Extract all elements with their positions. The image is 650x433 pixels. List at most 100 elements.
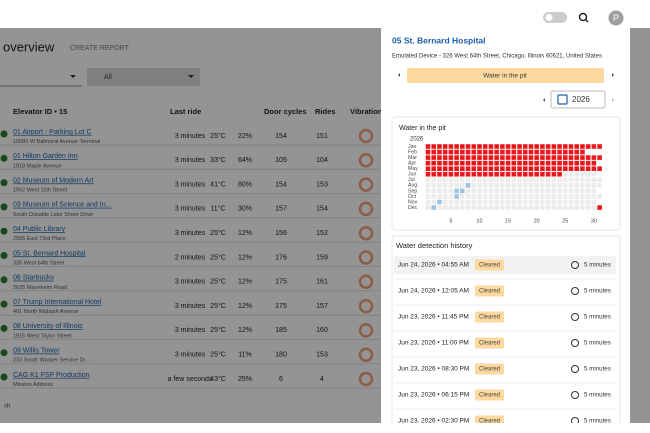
cell: 3 minutes [175, 303, 206, 310]
cell: 33°C [210, 156, 226, 164]
clock-icon [571, 287, 579, 295]
elevator-name[interactable]: 07 Trump International Hotel [13, 299, 102, 306]
heatmap-cell [562, 199, 568, 205]
heatmap-cell [517, 166, 522, 171]
heatmap-cell [574, 149, 580, 155]
month-label: Aug [408, 183, 417, 189]
heatmap-cell [482, 194, 488, 199]
heatmap-cell [585, 188, 591, 194]
month-label: Dec [408, 205, 418, 211]
vibration-ring [358, 323, 374, 338]
heatmap-cell [580, 155, 585, 160]
heatmap-cell [442, 166, 448, 171]
elevator-name[interactable]: 01 Airport - Parking Lot C [13, 129, 92, 136]
heatmap-cell [431, 188, 437, 194]
heatmap-cell [505, 155, 511, 160]
heatmap-cell [557, 149, 562, 155]
heatmap-cell [574, 183, 580, 188]
heatmap-cell [562, 171, 568, 177]
elevator-address: 1818 Maple Avenue [13, 163, 62, 169]
elevator-name[interactable]: 03 Museum of Science and In... [13, 202, 111, 209]
cell: 161 [316, 279, 328, 286]
cell: 157 [275, 206, 287, 213]
elevator-address: South Dusable Lake Shore Drive [13, 212, 93, 218]
heatmap-cell [568, 171, 574, 177]
clock-icon [571, 313, 579, 321]
heatmap-cell [471, 149, 477, 155]
heatmap-cell [517, 177, 522, 183]
heatmap-cell [460, 149, 465, 155]
heatmap-cell [562, 194, 568, 199]
overview: overview CREATE REPORT All Elevator ID •… [0, 39, 387, 410]
heatmap-cell [482, 171, 488, 177]
status-icon [0, 130, 8, 138]
heatmap-cell [460, 183, 465, 188]
selector[interactable] [407, 68, 604, 83]
elevator-name[interactable]: 08 University of Illinois [13, 323, 83, 330]
dropdown-arrow[interactable] [188, 75, 194, 78]
entry-status: Cleared [479, 393, 500, 399]
x-tick-label: 30 [591, 218, 597, 224]
heatmap-cell [425, 177, 431, 183]
elevator-name[interactable]: 09 Willis Tower [13, 348, 60, 355]
heatmap-cell [431, 160, 437, 166]
heatmap-cell [425, 183, 431, 188]
next-year[interactable] [612, 98, 614, 102]
header: Door cycles [264, 107, 307, 116]
heatmap-cell [431, 205, 437, 210]
month-label: Oct [408, 194, 417, 200]
heatmap-cell [534, 183, 539, 188]
status-badge [475, 259, 504, 271]
elevator-name[interactable]: CAG K1 FSP Production [13, 372, 90, 379]
elevator-address: 233 South Wacker Service Dr... [13, 358, 90, 364]
heatmap-cell [517, 160, 522, 166]
heatmap-cell [505, 171, 511, 177]
search-icon[interactable] [578, 12, 588, 22]
dropdown-arrow[interactable] [70, 75, 76, 78]
cell: 175 [275, 279, 287, 286]
heatmap-cell [465, 166, 471, 171]
heatmap-cell [568, 155, 574, 160]
heatmap-cell [580, 205, 585, 210]
heatmap-cell [460, 144, 465, 149]
heatmap-cell [562, 177, 568, 183]
elevator-name[interactable]: 06 Starbucks [13, 275, 54, 282]
heatmap-cell [540, 199, 545, 205]
heatmap-cell [574, 155, 580, 160]
heatmap-cell [545, 144, 551, 149]
heatmap-cell [540, 144, 545, 149]
heatmap-cell [425, 149, 431, 155]
heatmap-cell [454, 199, 459, 205]
heatmap-cell [437, 160, 442, 166]
filter-box[interactable] [87, 68, 200, 86]
heatmap-cell [597, 177, 602, 183]
next-arrow[interactable] [612, 73, 614, 77]
elevator-name[interactable]: 04 Public Library [13, 226, 66, 233]
entry-time: Jun 23, 2026 • 02:30 PM [398, 418, 469, 425]
heatmap-cell [540, 166, 545, 171]
cell: 25°C [210, 253, 226, 261]
prev-year[interactable] [543, 98, 545, 102]
heatmap-cell [471, 171, 477, 177]
elevator-name[interactable]: 02 Museum of Modern Art [13, 177, 94, 184]
heatmap-cell [580, 199, 585, 205]
heatmap-cell [557, 199, 562, 205]
heatmap-cell [528, 155, 534, 160]
heatmap-cell [562, 205, 568, 210]
heatmap-cell [534, 149, 539, 155]
prev-arrow[interactable] [398, 73, 400, 77]
heatmap-cell [460, 155, 465, 160]
heatmap-cell [580, 183, 585, 188]
heatmap-cell [477, 205, 482, 210]
avatar[interactable] [608, 10, 624, 26]
entry-status: Cleared [479, 289, 500, 295]
create-report[interactable]: CREATE REPORT [70, 45, 130, 52]
heatmap-cell [465, 171, 471, 177]
toggle-knob [545, 14, 553, 21]
heatmap-cell [562, 188, 568, 194]
heatmap-cell [534, 155, 539, 160]
heatmap-cell [454, 149, 459, 155]
heatmap-cell [545, 171, 551, 177]
elevator-name[interactable]: 01 Hilton Garden Inn [13, 153, 78, 160]
elevator-name[interactable]: 05 St. Bernard Hospital [13, 250, 86, 257]
